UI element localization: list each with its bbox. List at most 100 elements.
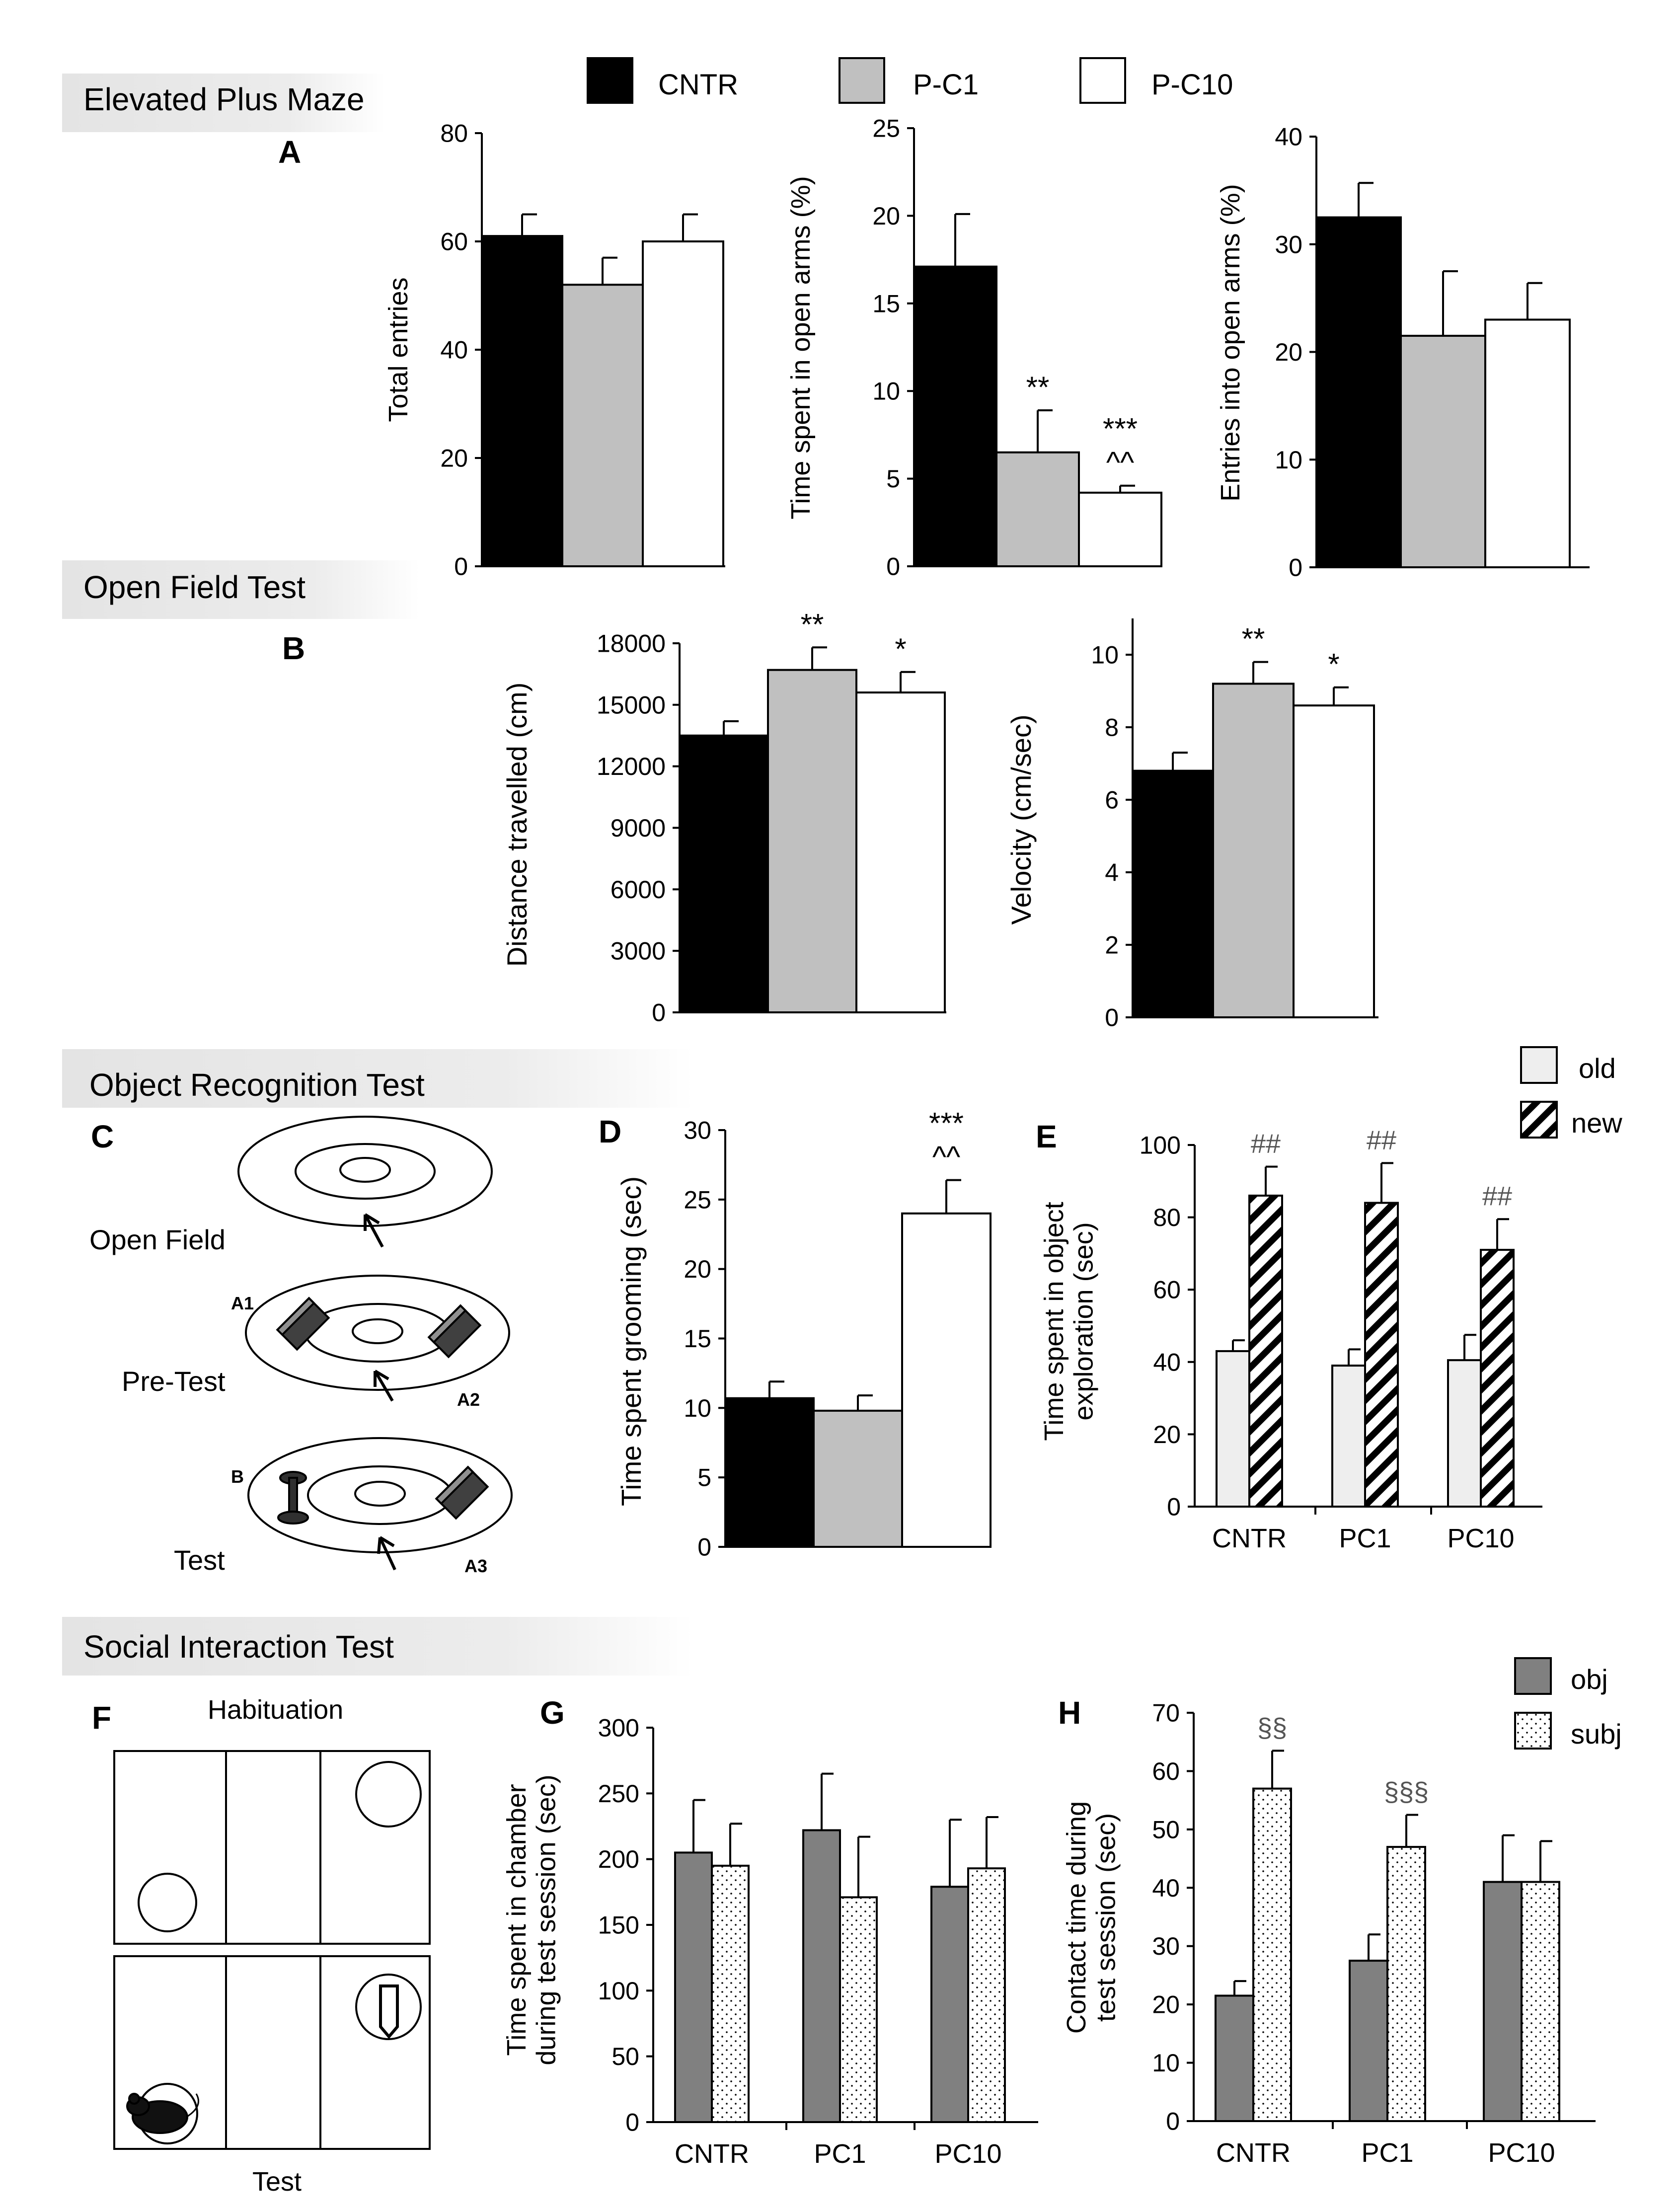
y-tick-label: 10 xyxy=(1152,2049,1180,2077)
schematic-label-habituation: Habituation xyxy=(208,1695,343,1725)
chart-object-exploration: 0 20 40 60 80 100 Time spent in objectexplorat… xyxy=(1039,1125,1542,1553)
y-tick-label: 12000 xyxy=(597,753,666,780)
bar-new-pc10 xyxy=(1480,1249,1515,1508)
empty-cage-icon xyxy=(355,1761,422,1828)
section-title-sit: Social Interaction Test xyxy=(83,1629,394,1665)
panel-letter-A: A xyxy=(278,134,301,170)
y-tick-label: 25 xyxy=(872,115,900,143)
significance-label: * xyxy=(895,632,906,666)
y-tick-label: 15 xyxy=(872,290,900,317)
legend-label-new: new xyxy=(1571,1107,1622,1139)
y-tick-label: 40 xyxy=(440,336,468,364)
y-tick-label: 0 xyxy=(697,1533,711,1561)
y-tick-label: 0 xyxy=(1167,1493,1181,1521)
y-tick-label: 4 xyxy=(1105,859,1119,887)
object-b-spool-icon xyxy=(277,1471,309,1525)
bar-subj-pc1 xyxy=(839,1896,878,2123)
y-tick-label: 25 xyxy=(684,1186,711,1214)
y-tick-label: 10 xyxy=(1275,446,1302,474)
bar-new-cntr xyxy=(1248,1194,1283,1508)
empty-cage-icon xyxy=(138,1873,197,1932)
chart-total-entries: 0 20 40 60 80 Total entries xyxy=(383,120,725,581)
object-a3-icon xyxy=(435,1465,489,1520)
y-tick-label: 8 xyxy=(1105,714,1119,742)
y-tick-label: 50 xyxy=(611,2043,639,2070)
significance-label: ^^ xyxy=(932,1141,960,1174)
x-tick-label: CNTR xyxy=(675,2139,749,2169)
y-tick-label: 15000 xyxy=(597,691,666,719)
social-legend: obj subj xyxy=(1514,1657,1622,1750)
y-tick-label: 70 xyxy=(1152,1699,1180,1727)
x-tick-label: CNTR xyxy=(1212,1524,1287,1553)
section-banner-sit: Social Interaction Test xyxy=(62,1617,693,1676)
panel-letter-B: B xyxy=(282,630,305,666)
y-axis-title-line-1: Contact time during xyxy=(1062,1801,1091,2034)
x-tick-label: PC10 xyxy=(1447,1524,1514,1553)
arena-pre-test xyxy=(245,1275,510,1402)
bar-subj-pc10 xyxy=(967,1867,1006,2124)
section-banner-ort: Object Recognition Test xyxy=(62,1049,693,1108)
y-tick-label: 250 xyxy=(598,1780,639,1808)
y-tick-label: 10 xyxy=(1091,641,1119,669)
bar-p-c10 xyxy=(1293,704,1375,1018)
bar-obj-pc1 xyxy=(802,1829,841,2123)
bar-p-c10 xyxy=(855,691,946,1013)
legend-label-pc10: P-C10 xyxy=(1151,69,1233,101)
bar-cntr xyxy=(1315,216,1402,568)
section-title-epm: Elevated Plus Maze xyxy=(83,81,365,117)
significance-label: ** xyxy=(1242,622,1265,656)
mouse-arrow-icon xyxy=(374,1370,394,1402)
y-axis-title-line-2: test session (sec) xyxy=(1091,1813,1121,2022)
chart-grooming: 0 5 10 15 20 25 30 Time spent grooming (sec) ***… xyxy=(615,1107,992,1561)
y-tick-label: 6 xyxy=(1105,786,1119,814)
significance-label: *** xyxy=(1103,412,1138,446)
chart-distance-travelled: 0 3000 6000 9000 12000 15000 18000 Distance tra… xyxy=(501,608,946,1027)
y-axis-title: Time spent in open arms (%) xyxy=(786,176,816,519)
y-tick-label: 0 xyxy=(886,553,900,581)
y-tick-label: 60 xyxy=(1153,1276,1181,1304)
section-banner-epm: Elevated Plus Maze xyxy=(62,74,385,132)
mouse-arrow-icon xyxy=(377,1536,396,1571)
arena-open-field xyxy=(237,1116,493,1248)
bar-subj-cntr xyxy=(1252,1787,1292,2123)
bar-p-c1 xyxy=(995,451,1080,567)
y-tick-label: 0 xyxy=(652,999,666,1027)
bar-p-c10 xyxy=(1484,318,1571,568)
y-tick-label: 300 xyxy=(598,1714,639,1742)
bar-subj-pc1 xyxy=(1386,1846,1426,2122)
object-label-b: B xyxy=(231,1466,244,1487)
y-tick-label: 2 xyxy=(1105,931,1119,959)
y-tick-label: 18000 xyxy=(597,630,666,658)
chart-contact-time: 0 10 20 30 40 50 60 70 Contact time duringtest s… xyxy=(1062,1699,1596,2168)
y-tick-label: 30 xyxy=(684,1117,711,1144)
chart-chamber-time: 0 50 100 150 200 250 300 Time spent in chamberd… xyxy=(502,1714,1038,2169)
section-title-oft: Open Field Test xyxy=(83,569,305,605)
bar-cntr xyxy=(724,1397,815,1548)
y-tick-label: 0 xyxy=(454,553,468,581)
y-tick-label: 5 xyxy=(697,1464,711,1492)
y-tick-label: 80 xyxy=(1153,1204,1181,1231)
bar-obj-pc1 xyxy=(1349,1960,1388,2123)
bar-p-c1 xyxy=(813,1409,903,1548)
bar-subj-pc10 xyxy=(1521,1881,1560,2123)
group-legend: CNTR P-C1 P-C10 xyxy=(587,57,1233,104)
bar-obj-pc10 xyxy=(1483,1881,1523,2123)
panel-letter-D: D xyxy=(599,1114,621,1149)
bar-old-pc1 xyxy=(1331,1365,1366,1508)
arena-test xyxy=(247,1437,513,1571)
y-axis-title: Time spent grooming (sec) xyxy=(615,1176,647,1506)
chart-entries-open-arms: 0 10 20 30 40 Entries into open arms (%) xyxy=(1216,123,1590,582)
object-label-a1: A1 xyxy=(231,1293,254,1313)
y-tick-label: 20 xyxy=(1153,1421,1181,1449)
bar-old-cntr xyxy=(1216,1350,1250,1508)
x-tick-label: PC1 xyxy=(1361,2138,1413,2168)
x-tick-label: PC1 xyxy=(1339,1524,1391,1553)
bar-obj-cntr xyxy=(674,1851,713,2123)
y-tick-label: 20 xyxy=(440,445,468,472)
bar-p-c1 xyxy=(1400,334,1486,568)
legend-label-old: old xyxy=(1579,1053,1616,1084)
y-tick-label: 80 xyxy=(440,120,468,148)
significance-label: ^^ xyxy=(1106,446,1134,479)
